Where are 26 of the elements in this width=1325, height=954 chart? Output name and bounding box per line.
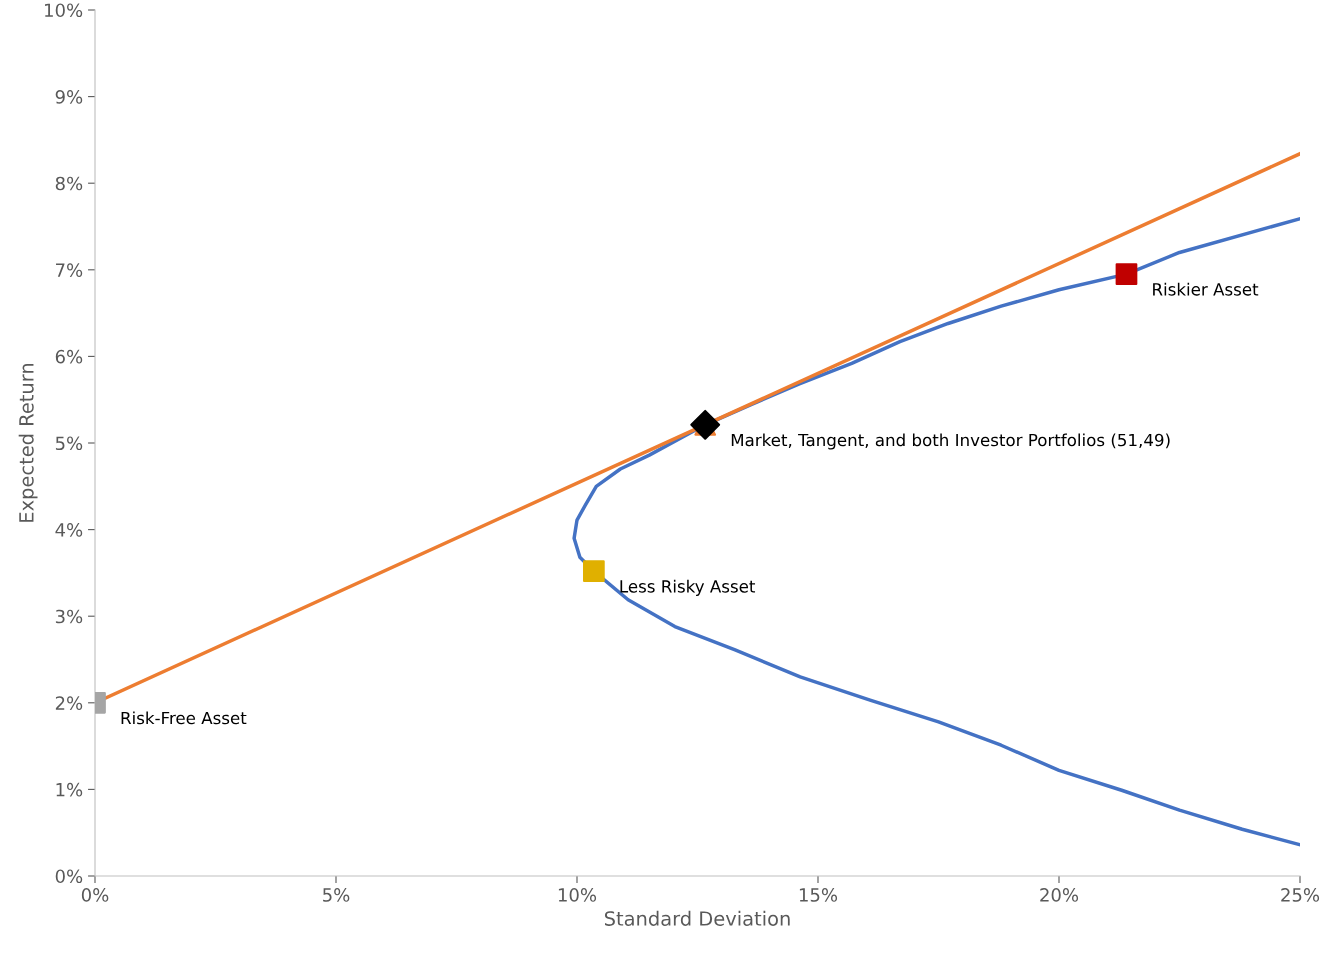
x-axis-title: Standard Deviation xyxy=(604,910,790,926)
annotation: Risk-Free Asset xyxy=(121,711,247,725)
x-tick-label: 25% xyxy=(1281,888,1320,902)
y-tick-label: 0% xyxy=(55,869,83,884)
y-tick-label: 7% xyxy=(56,263,83,277)
line-series xyxy=(572,216,1300,847)
y-tick-label: 4% xyxy=(55,523,83,537)
y-tick-label: 10% xyxy=(45,3,83,18)
annotation: Market, Tangent, and both Investor Portfolios (51,49) xyxy=(731,433,1170,450)
x-tick-label: 5% xyxy=(323,888,350,902)
y-tick-label: 9% xyxy=(55,90,83,104)
x-tick-label: 10% xyxy=(558,888,597,902)
y-tick-label: 5% xyxy=(55,436,83,451)
x-tick-label: 0% xyxy=(81,888,109,902)
y-tick-label: 2% xyxy=(55,696,83,710)
point xyxy=(583,560,605,583)
x-tick-label: 15% xyxy=(799,888,838,902)
annotation: Riskier Asset xyxy=(1153,282,1259,296)
annotation: Less Risky Asset xyxy=(620,579,756,596)
y-axis-title: Expected Return xyxy=(18,363,38,522)
y-tick-label: 6% xyxy=(55,349,83,364)
y-tick-label: 8% xyxy=(55,176,83,191)
y-tick-label: 1% xyxy=(56,782,83,797)
y-tick-label: 3% xyxy=(55,609,83,624)
x-tick-label: 20% xyxy=(1040,888,1079,902)
point xyxy=(690,409,721,440)
